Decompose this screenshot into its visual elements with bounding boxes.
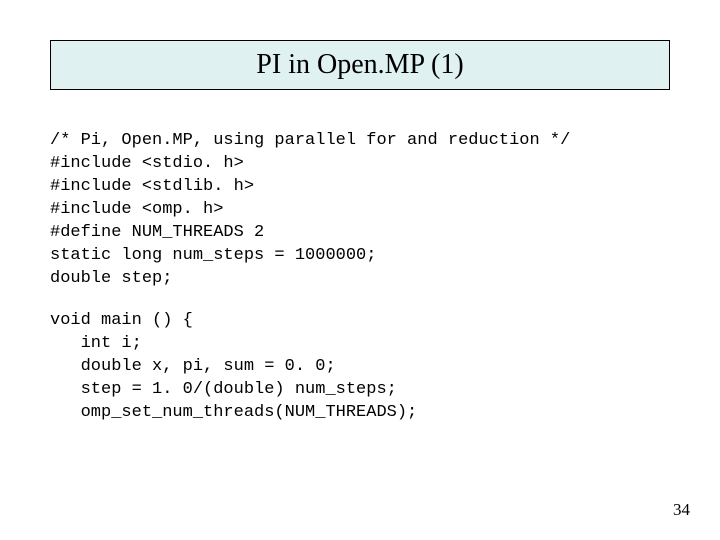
code-block-1: /* Pi, Open.MP, using parallel for and r…	[50, 130, 570, 291]
title-box: PI in Open.MP (1)	[50, 40, 670, 90]
code-block-2: void main () { int i; double x, pi, sum …	[50, 310, 417, 425]
slide-title: PI in Open.MP (1)	[256, 49, 463, 81]
slide: PI in Open.MP (1) /* Pi, Open.MP, using …	[0, 0, 720, 540]
page-number: 34	[673, 500, 690, 520]
